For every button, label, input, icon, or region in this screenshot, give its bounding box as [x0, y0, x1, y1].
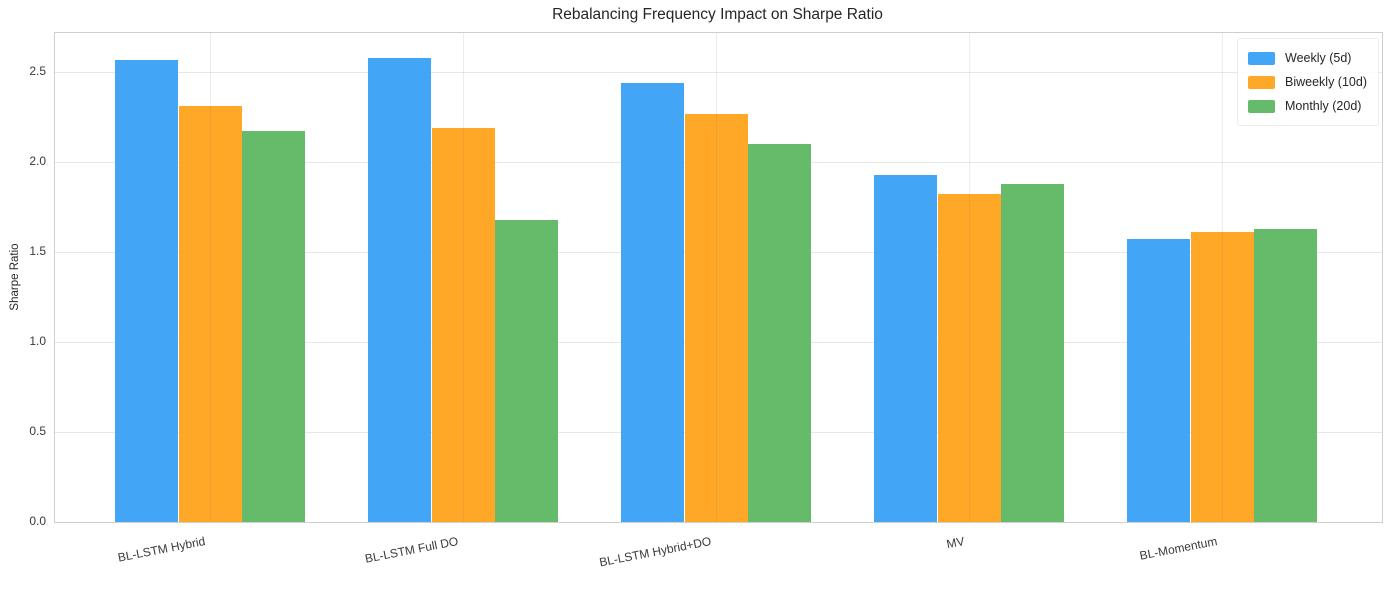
x-tick-label: BL-Momentum [1138, 534, 1219, 563]
y-tick-label: 2.5 [29, 64, 46, 79]
x-tick-label: MV [945, 534, 966, 552]
x-tick-label: BL-LSTM Full DO [364, 534, 460, 566]
bar-monthly-bl-lstm-hybrid [241, 131, 305, 522]
bar-monthly-mv [1000, 183, 1064, 522]
bar-weekly-bl-lstm-hybrid [115, 59, 179, 522]
x-tick-label: BL-LSTM Hybrid [117, 534, 207, 565]
x-tick-anchor: MV [945, 532, 966, 552]
x-tick-anchor: BL-LSTM Hybrid+DO [596, 532, 712, 569]
chart-title: Rebalancing Frequency Impact on Sharpe R… [552, 6, 883, 23]
gridline-vertical [716, 33, 718, 522]
legend-swatch-weekly-icon [1248, 51, 1276, 65]
bar-weekly-bl-lstm-full-do [368, 57, 432, 522]
legend-label-monthly: Monthly (20d) [1285, 99, 1362, 113]
bar-biweekly-bl-lstm-hybrid-do [684, 113, 748, 522]
y-tick-label: 0.0 [29, 514, 46, 528]
gridline-vertical [210, 33, 212, 522]
legend-row-weekly: Weekly (5d) [1248, 46, 1367, 70]
bar-weekly-bl-lstm-hybrid-do [621, 82, 685, 522]
legend-swatch-biweekly-icon [1248, 75, 1276, 89]
x-tick-anchor: BL-Momentum [1137, 532, 1219, 563]
x-tick-anchor: BL-LSTM Hybrid [115, 532, 207, 565]
x-tick-label: BL-LSTM Hybrid+DO [598, 534, 713, 570]
y-tick-label: 1.5 [29, 244, 46, 259]
bar-biweekly-bl-momentum [1190, 232, 1254, 522]
x-tick-anchor: BL-LSTM Full DO [362, 532, 460, 566]
bar-monthly-bl-momentum [1253, 228, 1317, 522]
gridline-horizontal [55, 72, 1382, 74]
y-tick-label: 0.5 [29, 424, 46, 438]
y-tick-label: 1.0 [29, 334, 46, 349]
bar-weekly-bl-momentum [1127, 239, 1191, 522]
bar-biweekly-mv [937, 194, 1001, 522]
legend-row-monthly: Monthly (20d) [1248, 94, 1367, 118]
legend-label-biweekly: Biweekly (10d) [1285, 75, 1367, 89]
gridline-vertical [463, 33, 465, 522]
plot-area: Weekly (5d) Biweekly (10d) Monthly (20d) [54, 32, 1383, 523]
bar-monthly-bl-lstm-full-do [494, 219, 558, 522]
bar-monthly-bl-lstm-hybrid-do [747, 144, 811, 522]
legend: Weekly (5d) Biweekly (10d) Monthly (20d) [1237, 38, 1379, 126]
legend-label-weekly: Weekly (5d) [1285, 51, 1352, 65]
gridline-vertical [1222, 33, 1224, 522]
bar-biweekly-bl-lstm-hybrid [178, 106, 242, 522]
bar-weekly-mv [874, 174, 938, 522]
y-tick-label: 2.0 [29, 154, 46, 169]
legend-row-biweekly: Biweekly (10d) [1248, 70, 1367, 94]
legend-swatch-monthly-icon [1248, 99, 1276, 113]
gridline-vertical [969, 33, 971, 522]
bar-biweekly-bl-lstm-full-do [431, 127, 495, 522]
